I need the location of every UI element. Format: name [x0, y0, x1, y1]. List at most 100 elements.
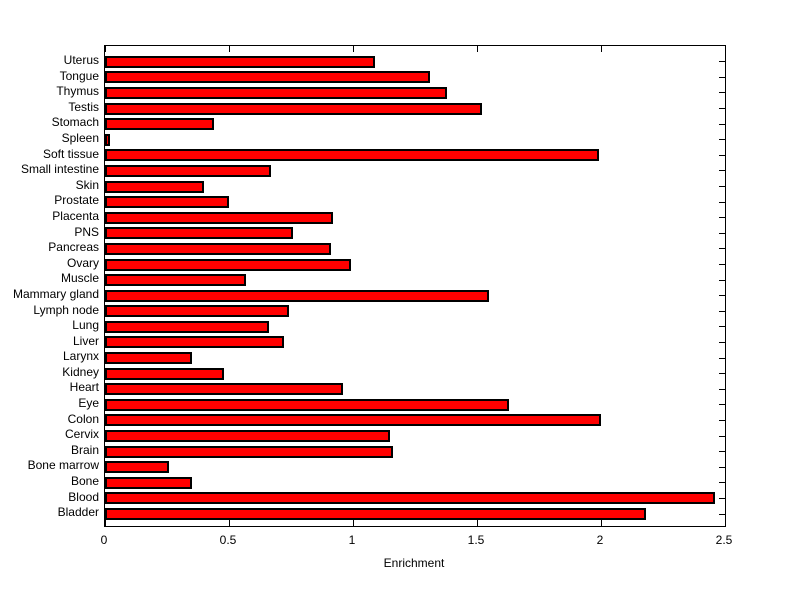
plot-area — [104, 45, 726, 527]
category-label: Placenta — [52, 208, 99, 223]
x-tick-label: 2 — [596, 533, 604, 547]
bar-row — [105, 257, 725, 273]
bar-tongue — [105, 71, 430, 84]
bar-muscle — [105, 274, 247, 287]
y-tick-right — [719, 497, 725, 499]
x-axis-tick-labels: 0 0.5 1 1.5 2 2.5 — [101, 533, 733, 549]
y-tick-right — [719, 388, 725, 390]
category-label: Brain — [70, 442, 99, 457]
bar-row — [105, 475, 725, 491]
bar-cervix — [105, 430, 391, 443]
bar-row — [105, 85, 725, 101]
bar-row — [105, 288, 725, 304]
category-label: Muscle — [60, 271, 99, 286]
bar-row — [105, 241, 725, 257]
bar-row — [105, 163, 725, 179]
category-label: Cervix — [64, 427, 99, 442]
bar-pancreas — [105, 242, 331, 255]
category-label: Bladder — [57, 505, 99, 520]
category-label: Larynx — [62, 349, 99, 364]
x-tick — [600, 46, 602, 52]
y-tick-right — [719, 170, 725, 172]
category-label: Soft tissue — [42, 146, 99, 161]
bar-colon — [105, 414, 601, 427]
bar-soft-tissue — [105, 149, 599, 162]
y-tick-right — [719, 264, 725, 266]
y-tick-right — [719, 61, 725, 63]
y-tick-right — [719, 310, 725, 312]
y-tick-right — [719, 248, 725, 250]
bar-row — [105, 179, 725, 195]
y-tick-right — [719, 419, 725, 421]
bar-row — [105, 413, 725, 429]
bar-bladder — [105, 508, 646, 521]
y-tick-right — [719, 108, 725, 110]
category-label: Spleen — [61, 130, 99, 145]
bar-testis — [105, 102, 482, 115]
bar-mammary-gland — [105, 289, 490, 302]
bar-bone — [105, 476, 192, 489]
bar-lung — [105, 320, 269, 333]
category-label: Liver — [72, 333, 99, 348]
y-tick-right — [719, 139, 725, 141]
y-tick-right — [719, 154, 725, 156]
bar-eye — [105, 398, 510, 411]
x-tick — [228, 520, 230, 526]
bar-row — [105, 70, 725, 86]
bar-uterus — [105, 55, 376, 68]
bar-bone-marrow — [105, 461, 170, 474]
bar-heart — [105, 383, 344, 396]
bar-stomach — [105, 118, 215, 131]
x-tick — [476, 46, 478, 52]
bar-row — [105, 210, 725, 226]
x-tick — [476, 520, 478, 526]
category-label: Thymus — [56, 84, 99, 99]
y-tick-right — [719, 513, 725, 515]
category-label: Stomach — [51, 115, 99, 130]
bar-spleen — [105, 133, 110, 146]
bar-row — [105, 459, 725, 475]
bar-row — [105, 194, 725, 210]
category-label: Prostate — [54, 193, 99, 208]
bar-row — [105, 397, 725, 413]
category-label: Bone — [70, 474, 99, 489]
bar-small-intestine — [105, 164, 272, 177]
category-label: Lung — [72, 318, 99, 333]
y-tick-right — [719, 435, 725, 437]
category-label: PNS — [74, 224, 99, 239]
y-tick-right — [719, 76, 725, 78]
bar-row — [105, 272, 725, 288]
y-tick-right — [719, 326, 725, 328]
bar-prostate — [105, 196, 229, 209]
y-tick-right — [719, 232, 725, 234]
x-tick-label: 1 — [348, 533, 356, 547]
x-tick — [352, 46, 354, 52]
y-tick-right — [719, 279, 725, 281]
bar-lymph-node — [105, 305, 289, 318]
bar-brain — [105, 445, 393, 458]
category-label: Eye — [78, 396, 99, 411]
bar-row — [105, 101, 725, 117]
bar-ovary — [105, 258, 351, 271]
x-tick-label: 1.5 — [467, 533, 485, 547]
x-tick — [352, 520, 354, 526]
bar-row — [105, 381, 725, 397]
x-tick-label: 2.5 — [715, 533, 733, 547]
y-tick-right — [719, 201, 725, 203]
bar-pns — [105, 227, 294, 240]
bar-row — [105, 491, 725, 507]
y-tick-right — [719, 92, 725, 94]
bar-row — [105, 304, 725, 320]
category-label: Colon — [67, 411, 99, 426]
bar-placenta — [105, 211, 334, 224]
category-label: Ovary — [66, 255, 99, 270]
bar-row — [105, 116, 725, 132]
bar-row — [105, 428, 725, 444]
bar-row — [105, 506, 725, 522]
y-tick-right — [719, 357, 725, 359]
bar-row — [105, 319, 725, 335]
category-label: Bone marrow — [27, 458, 99, 473]
bar-liver — [105, 336, 284, 349]
x-tick — [724, 46, 726, 52]
bar-row — [105, 350, 725, 366]
